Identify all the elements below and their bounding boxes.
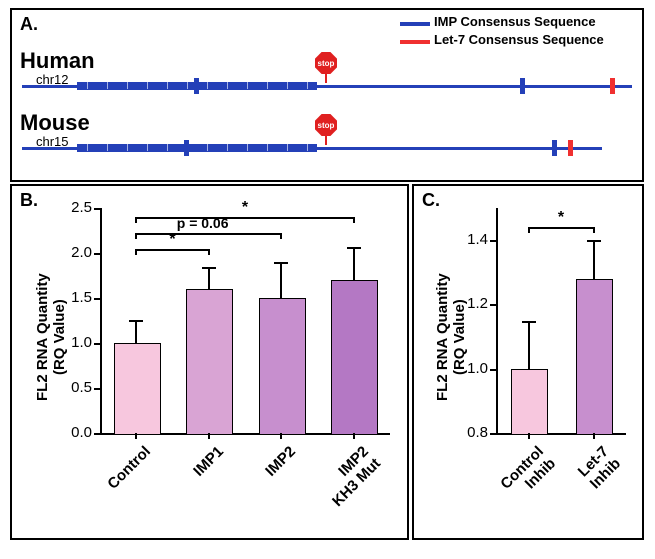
sig-star: * [239,199,251,217]
sig-drop [280,233,282,239]
human-imp-mark-2 [520,78,525,94]
y-tick [94,343,100,345]
panel-a-label: A. [20,14,38,35]
figure-root: A. IMP Consensus Sequence Let-7 Consensu… [0,0,655,547]
mouse-imp-mark-2 [552,140,557,156]
human-stop-stem [325,73,327,83]
error-bar [135,320,137,343]
sig-drop [135,217,137,223]
y-tick [94,433,100,435]
sig-line [136,249,209,251]
mouse-label: Mouse [20,110,90,136]
sig-line [136,233,281,235]
legend-imp-text: IMP Consensus Sequence [434,14,596,29]
sig-drop [135,249,137,255]
stop-icon: stop [315,114,337,136]
y-axis-title: FL2 RNA Quantity(RQ Value) [34,273,68,401]
y-tick [490,304,496,306]
panel-b: B. 0.00.51.01.52.02.5FL2 RNA Quantity(RQ… [10,184,409,540]
sig-drop [135,233,137,239]
x-tick [528,433,530,439]
panel-c-chart: 0.81.01.21.4FL2 RNA Quantity(RQ Value)Co… [414,186,642,538]
error-cap [347,247,361,249]
y-tick [94,208,100,210]
error-bar [353,247,355,280]
sig-line [529,227,594,229]
bar [186,289,233,435]
y-tick-label: 0.8 [456,424,488,441]
panel-c: C. 0.81.01.21.4FL2 RNA Quantity(RQ Value… [412,184,644,540]
y-tick [94,298,100,300]
human-label: Human [20,48,95,74]
x-tick [280,433,282,439]
y-tick [490,433,496,435]
stop-text: stop [318,121,335,130]
sig-star: * [555,209,567,227]
sig-drop [593,227,595,233]
stop-icon: stop [315,52,337,74]
panel-b-chart: 0.00.51.01.52.02.5FL2 RNA Quantity(RQ Va… [12,186,407,538]
y-tick-label: 0.0 [60,424,92,441]
legend-let7-line [400,40,430,44]
sig-line [136,217,354,219]
bar [576,279,614,435]
sig-drop [528,227,530,233]
error-cap [522,321,536,323]
error-bar [208,267,210,290]
error-cap [587,240,601,242]
stop-text: stop [318,59,335,68]
x-tick [135,433,137,439]
mouse-imp-mark-1 [184,140,189,156]
y-axis [100,208,102,433]
human-let7-mark [610,78,615,94]
x-tick [208,433,210,439]
sig-drop [208,249,210,255]
bar [511,369,549,435]
x-tick [593,433,595,439]
mouse-thick [77,144,317,152]
error-bar [528,321,530,369]
error-bar [280,262,282,298]
error-bar [593,240,595,279]
legend-let7-text: Let-7 Consensus Sequence [434,32,604,47]
legend-imp-line [400,22,430,26]
bar [114,343,161,435]
y-axis [496,208,498,433]
y-tick [490,240,496,242]
error-cap [202,267,216,269]
mouse-stop-stem [325,135,327,145]
y-tick-label: 2.5 [60,199,92,216]
human-imp-mark-1 [194,78,199,94]
y-tick-label: 2.0 [60,244,92,261]
mouse-let7-mark [568,140,573,156]
y-tick [94,388,100,390]
y-tick-label: 1.4 [456,231,488,248]
bar [331,280,378,435]
y-tick [94,253,100,255]
y-tick [490,369,496,371]
error-cap [129,320,143,322]
panel-a: A. IMP Consensus Sequence Let-7 Consensu… [10,8,644,182]
bar [259,298,306,435]
x-tick [353,433,355,439]
y-axis-title: FL2 RNA Quantity(RQ Value) [434,273,468,401]
sig-drop [353,217,355,223]
error-cap [274,262,288,264]
